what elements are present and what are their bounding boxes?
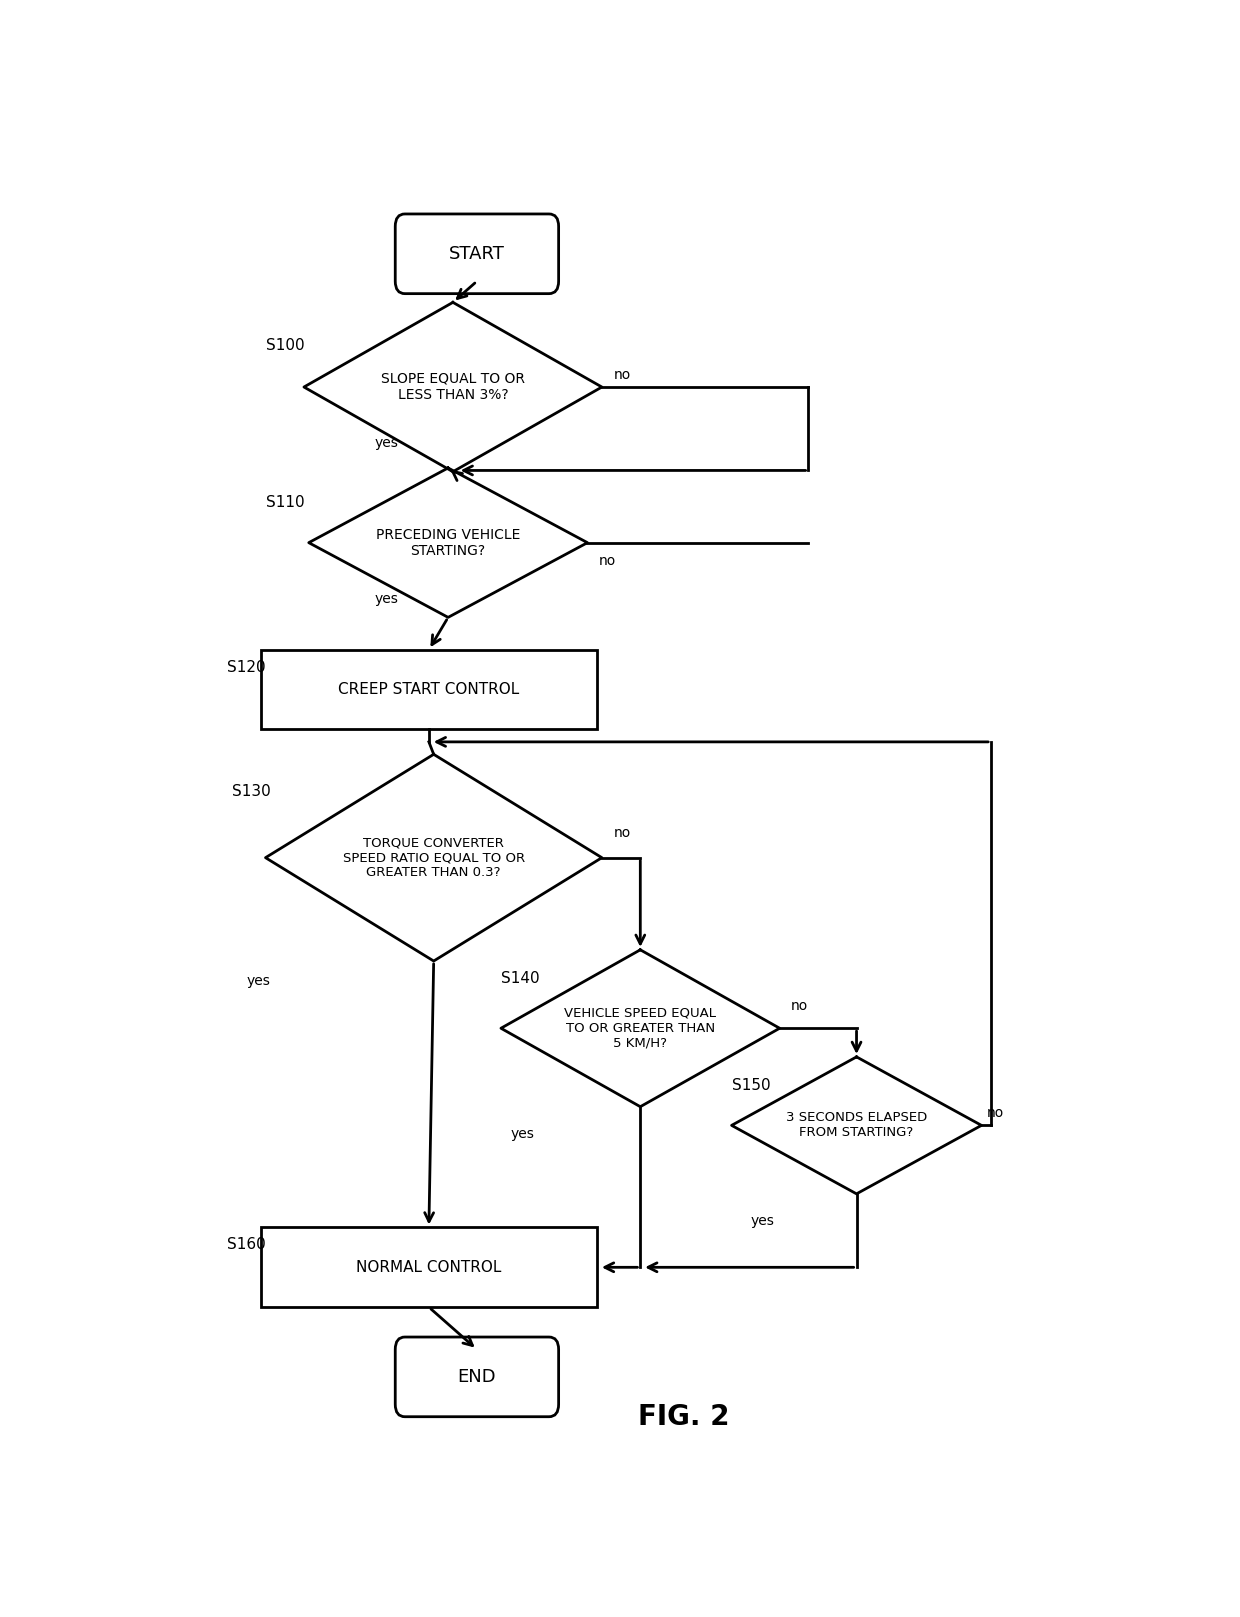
- Text: yes: yes: [374, 592, 398, 606]
- Text: no: no: [599, 555, 616, 568]
- Text: no: no: [791, 999, 808, 1012]
- Text: yes: yes: [511, 1127, 534, 1142]
- Text: no: no: [614, 826, 631, 839]
- Text: END: END: [458, 1368, 496, 1386]
- Text: yes: yes: [751, 1214, 775, 1229]
- Text: SLOPE EQUAL TO OR
LESS THAN 3%?: SLOPE EQUAL TO OR LESS THAN 3%?: [381, 372, 525, 403]
- Text: FIG. 2: FIG. 2: [637, 1402, 729, 1431]
- Text: 3 SECONDS ELAPSED
FROM STARTING?: 3 SECONDS ELAPSED FROM STARTING?: [786, 1111, 928, 1140]
- Text: NORMAL CONTROL: NORMAL CONTROL: [356, 1260, 501, 1274]
- Text: S150: S150: [732, 1079, 770, 1093]
- Text: S110: S110: [265, 495, 304, 511]
- Text: S100: S100: [265, 338, 304, 354]
- Text: yes: yes: [247, 973, 270, 988]
- Text: START: START: [449, 244, 505, 264]
- Text: no: no: [614, 367, 631, 382]
- Text: S140: S140: [501, 970, 539, 986]
- Text: S120: S120: [227, 660, 265, 674]
- Text: S130: S130: [232, 784, 270, 799]
- Bar: [260, 650, 596, 729]
- Text: TORQUE CONVERTER
SPEED RATIO EQUAL TO OR
GREATER THAN 0.3?: TORQUE CONVERTER SPEED RATIO EQUAL TO OR…: [342, 836, 525, 880]
- Text: yes: yes: [374, 437, 398, 450]
- Bar: [260, 1227, 596, 1307]
- Text: PRECEDING VEHICLE
STARTING?: PRECEDING VEHICLE STARTING?: [376, 527, 521, 558]
- FancyBboxPatch shape: [396, 1337, 558, 1416]
- Text: no: no: [986, 1106, 1003, 1121]
- FancyBboxPatch shape: [396, 213, 558, 294]
- Text: VEHICLE SPEED EQUAL
TO OR GREATER THAN
5 KM/H?: VEHICLE SPEED EQUAL TO OR GREATER THAN 5…: [564, 1007, 717, 1049]
- Text: CREEP START CONTROL: CREEP START CONTROL: [339, 682, 520, 697]
- Text: S160: S160: [227, 1237, 265, 1253]
